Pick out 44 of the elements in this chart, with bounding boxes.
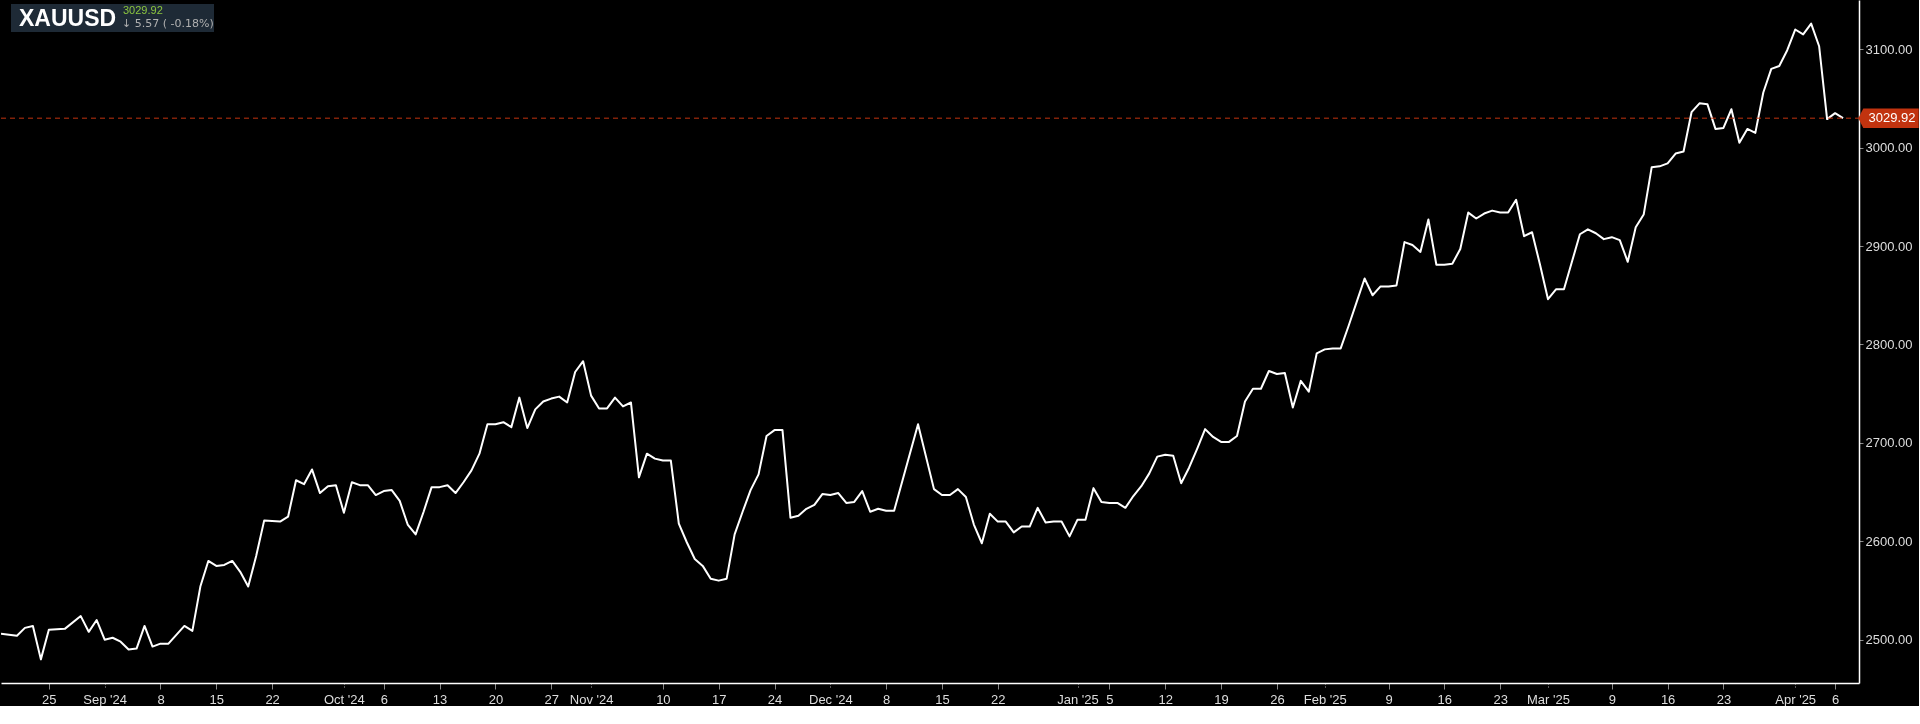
ref-line-label: 3029.92 <box>1868 110 1916 126</box>
chart-title: XAUUSD <box>19 5 117 31</box>
x-tick-label: Nov '24 <box>569 691 614 707</box>
x-tick-label: Sep '24 <box>83 691 128 707</box>
x-tick-label: 26 <box>1270 691 1285 707</box>
x-tick-label: 24 <box>767 691 783 707</box>
x-tick-label: 25 <box>42 691 57 707</box>
x-tick-label: 23 <box>1716 691 1732 707</box>
x-tick-label: Apr '25 <box>1775 691 1817 707</box>
y-tick-label: 2600.00 <box>1865 533 1913 549</box>
x-tick-label: Dec '24 <box>808 691 853 707</box>
x-tick-label: Oct '24 <box>324 691 365 707</box>
x-tick-label: 20 <box>488 691 504 707</box>
x-tick-label: 5 <box>1106 691 1114 707</box>
x-tick-label: 9 <box>1385 691 1393 707</box>
x-tick-label: 16 <box>1437 691 1453 707</box>
x-tick-label: 22 <box>265 691 280 707</box>
x-tick-label: 10 <box>656 691 671 707</box>
y-tick-label: 2800.00 <box>1865 336 1913 352</box>
x-tick-label: 6 <box>380 691 388 707</box>
x-tick-label: 16 <box>1660 691 1676 707</box>
x-tick-label: 8 <box>157 691 165 707</box>
y-tick-label: 2700.00 <box>1865 435 1913 451</box>
x-tick-label: 19 <box>1214 691 1229 707</box>
x-tick-label: 15 <box>935 691 950 707</box>
y-tick-label: 2500.00 <box>1865 632 1913 648</box>
y-tick-label: 2900.00 <box>1865 238 1913 254</box>
x-tick-label: 22 <box>991 691 1006 707</box>
y-tick-label: 3000.00 <box>1865 140 1913 156</box>
x-tick-label: 17 <box>711 691 727 707</box>
x-tick-label: Feb '25 <box>1303 691 1347 707</box>
y-tick-label: 3100.00 <box>1865 41 1913 57</box>
x-tick-label: 15 <box>209 691 225 707</box>
x-tick-label: 23 <box>1493 691 1508 707</box>
x-tick-label: 12 <box>1158 691 1173 707</box>
x-tick-label: 9 <box>1608 691 1616 707</box>
x-tick-label: 13 <box>432 691 448 707</box>
x-tick-label: Mar '25 <box>1527 691 1570 707</box>
x-tick-label: 27 <box>544 691 559 707</box>
x-tick-label: 8 <box>883 691 891 707</box>
x-tick-label: Jan '25 <box>1057 691 1099 707</box>
annotation: ↓ 5.57 ( -0.18%) <box>122 17 214 30</box>
x-tick-label: 6 <box>1831 691 1840 707</box>
annotation: 3029.92 <box>123 4 163 16</box>
